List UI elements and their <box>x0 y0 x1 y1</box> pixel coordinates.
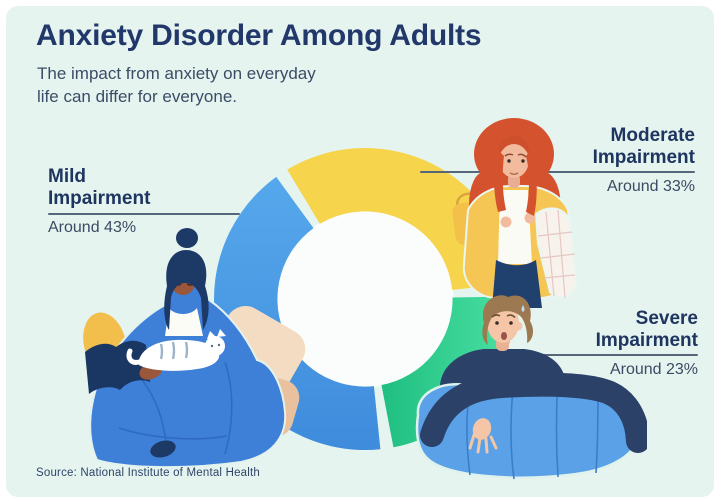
plaid-grid <box>537 209 576 299</box>
fingers <box>468 433 498 454</box>
moderate-label-line-1: Moderate <box>610 125 695 146</box>
mild-label: Mild Impairment <box>48 166 150 210</box>
donut-hole <box>276 210 454 388</box>
illustration-severe-person <box>415 295 647 480</box>
subtitle-line-2: life can differ for everyone. <box>37 86 238 106</box>
mouth <box>501 332 507 340</box>
worried-brows <box>504 153 527 158</box>
hair-side-left <box>493 148 506 212</box>
eye-right <box>521 159 525 163</box>
hair-fringe <box>498 136 530 158</box>
hair-bun <box>176 228 198 248</box>
mild-label-line-1: Mild <box>48 166 86 187</box>
shirt <box>165 308 203 336</box>
illustration-mild-person <box>83 228 306 469</box>
eye-right <box>509 321 513 325</box>
donut-segment-moderate <box>287 148 516 290</box>
moderate-leader-line <box>420 171 695 173</box>
moderate-value: Around 33% <box>606 178 695 195</box>
white-top <box>498 190 532 264</box>
book <box>85 340 150 394</box>
quilt-lines <box>466 378 599 480</box>
blanket-body <box>89 273 287 469</box>
hair-side-right <box>526 148 537 216</box>
subtitle-line-1: The impact from anxiety on everyday <box>37 64 316 83</box>
hand <box>472 418 492 440</box>
severe-label: Severe Impairment <box>596 308 698 352</box>
severe-label-line-1: Severe <box>635 308 698 329</box>
sweat-drop <box>521 305 525 312</box>
page-title: Anxiety Disorder Among Adults <box>36 19 482 52</box>
arm <box>420 372 647 453</box>
face <box>499 142 529 178</box>
mild-value: Around 43% <box>48 219 137 236</box>
ear <box>513 321 523 331</box>
worried-brows <box>491 314 516 319</box>
cat <box>126 329 226 371</box>
severe-value: Around 23% <box>609 361 698 378</box>
left-hand <box>500 216 512 228</box>
mouth <box>509 172 519 175</box>
eye-left <box>495 321 499 325</box>
hair <box>482 295 534 345</box>
foot <box>150 440 176 458</box>
subtitle: The impact from anxiety on everyday life… <box>37 63 316 108</box>
severe-leader-line <box>495 354 698 356</box>
illustration-moderate-person <box>452 118 578 308</box>
severe-label-line-2: Impairment <box>595 330 698 351</box>
moderate-label: Moderate Impairment <box>593 125 695 169</box>
hair <box>164 250 209 330</box>
callout-mild: Mild Impairment Around 43% <box>48 166 150 237</box>
mild-leader-line <box>48 213 240 215</box>
mild-label-line-2: Impairment <box>48 188 151 209</box>
callout-severe: Severe Impairment Around 23% <box>596 308 698 379</box>
eye-left <box>507 159 511 163</box>
source-text: Source: National Institute of Mental Hea… <box>36 467 261 479</box>
callout-moderate: Moderate Impairment Around 33% <box>593 125 695 196</box>
moderate-label-line-2: Impairment <box>592 147 695 168</box>
